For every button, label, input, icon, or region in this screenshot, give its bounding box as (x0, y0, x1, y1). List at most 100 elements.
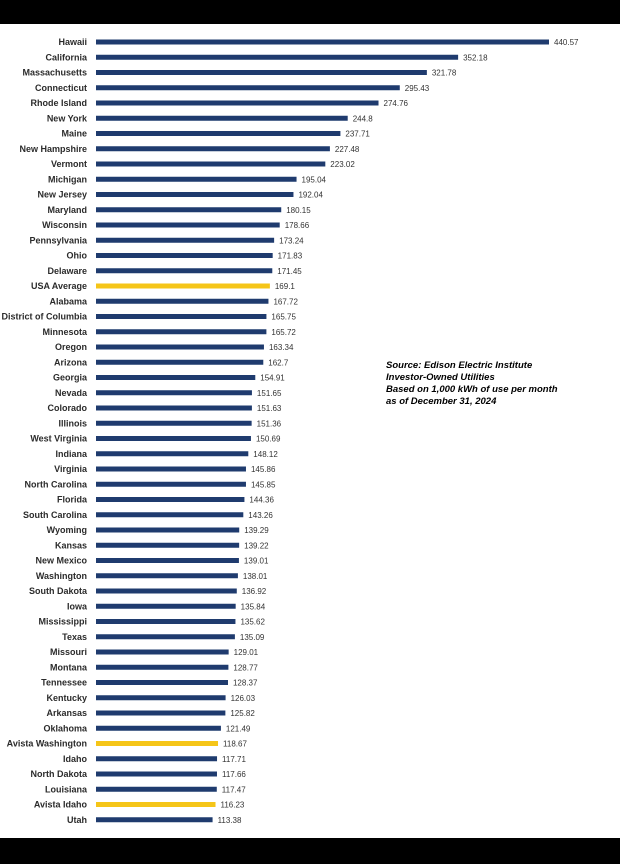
value-label: 143.26 (248, 511, 273, 520)
bar (96, 710, 226, 716)
bar (96, 115, 348, 121)
bar (96, 100, 379, 106)
category-label: Oklahoma (43, 723, 88, 733)
source-line: Source: Edison Electric Institute (386, 360, 533, 371)
bar (96, 237, 275, 243)
bar (96, 390, 252, 396)
bar (96, 588, 237, 594)
category-label: Minnesota (42, 327, 87, 337)
value-label: 227.48 (335, 145, 360, 154)
value-label: 244.8 (353, 114, 374, 123)
category-label: Mississippi (38, 617, 87, 627)
category-label: Arkansas (46, 708, 87, 718)
bar (96, 420, 252, 426)
category-label: North Dakota (30, 769, 87, 779)
bar (96, 512, 244, 518)
value-label: 321.78 (432, 69, 457, 78)
value-label: 154.91 (260, 374, 285, 383)
category-label: New Hampshire (19, 144, 87, 154)
value-label: 121.49 (226, 724, 251, 733)
category-label: Virginia (54, 464, 88, 474)
category-label: South Carolina (23, 510, 88, 520)
value-label: 118.67 (223, 740, 247, 749)
bar (96, 405, 252, 411)
bar (96, 39, 549, 45)
value-label: 165.75 (271, 313, 296, 322)
bar (96, 329, 267, 335)
value-label: 128.77 (233, 663, 258, 672)
value-label: 295.43 (405, 84, 430, 93)
value-label: 151.65 (257, 389, 282, 398)
category-label: Connecticut (35, 83, 87, 93)
bar (96, 131, 341, 136)
source-annotation: Source: Edison Electric Institute Invest… (386, 360, 558, 408)
category-label: Massachusetts (22, 68, 87, 78)
bar (96, 695, 226, 701)
value-label: 128.37 (233, 679, 258, 688)
chart-page: Hawaii 440.57 California 352.18 Massachusett… (0, 24, 620, 838)
category-label: Hawaii (58, 37, 87, 47)
bar (96, 314, 267, 319)
category-label: Illinois (58, 418, 87, 428)
category-label: Avista Idaho (34, 800, 88, 810)
bar (96, 817, 213, 823)
category-label: New Jersey (37, 190, 87, 200)
bar (96, 527, 240, 533)
category-label: Indiana (55, 449, 87, 459)
value-label: 113.38 (218, 816, 242, 825)
bar (96, 283, 270, 289)
category-label: Oregon (55, 342, 87, 352)
value-label: 167.72 (273, 297, 298, 306)
bar (96, 466, 246, 472)
value-label: 163.34 (269, 343, 294, 352)
category-label: Wisconsin (42, 220, 87, 230)
value-label: 237.71 (345, 130, 370, 139)
bar (96, 176, 297, 182)
category-label: Vermont (51, 159, 87, 169)
value-label: 151.36 (257, 419, 282, 428)
bar (96, 359, 264, 365)
category-label: Arizona (54, 357, 88, 367)
category-label: Ohio (67, 251, 88, 261)
value-label: 195.04 (302, 175, 327, 184)
category-label: Kentucky (46, 693, 87, 703)
value-label: 148.12 (253, 450, 278, 459)
value-label: 117.66 (222, 770, 246, 779)
category-label: Utah (67, 815, 87, 825)
value-label: 126.03 (231, 694, 256, 703)
bar (96, 481, 246, 487)
bar (96, 451, 249, 457)
category-label: Texas (62, 632, 87, 642)
bar (96, 161, 326, 167)
category-label: Washington (36, 571, 87, 581)
value-label: 125.82 (230, 709, 255, 718)
bar (96, 207, 282, 213)
value-label: 169.1 (275, 282, 296, 291)
value-label: 180.15 (286, 206, 311, 215)
category-label: North Carolina (24, 479, 87, 489)
bar (96, 436, 251, 441)
bar (96, 680, 228, 685)
category-label: Maryland (47, 205, 87, 215)
value-label: 274.76 (384, 99, 409, 108)
value-label: 116.23 (221, 801, 245, 810)
value-label: 139.22 (244, 541, 269, 550)
value-label: 144.36 (249, 496, 274, 505)
category-label: Idaho (63, 754, 88, 764)
bar (96, 192, 294, 197)
bar (96, 756, 218, 762)
category-label: Delaware (47, 266, 87, 276)
category-label: Georgia (53, 373, 88, 383)
value-label: 171.45 (277, 267, 302, 276)
category-label: Pennsylvania (29, 235, 88, 245)
value-label: 178.66 (285, 221, 310, 230)
category-label: California (45, 52, 88, 62)
value-label: 139.29 (244, 526, 269, 535)
bar (96, 344, 264, 350)
bar (96, 70, 427, 75)
value-label: 139.01 (244, 557, 269, 566)
bar (96, 497, 245, 502)
category-label: Nevada (55, 388, 88, 398)
bar (96, 786, 217, 792)
bar (96, 634, 235, 640)
